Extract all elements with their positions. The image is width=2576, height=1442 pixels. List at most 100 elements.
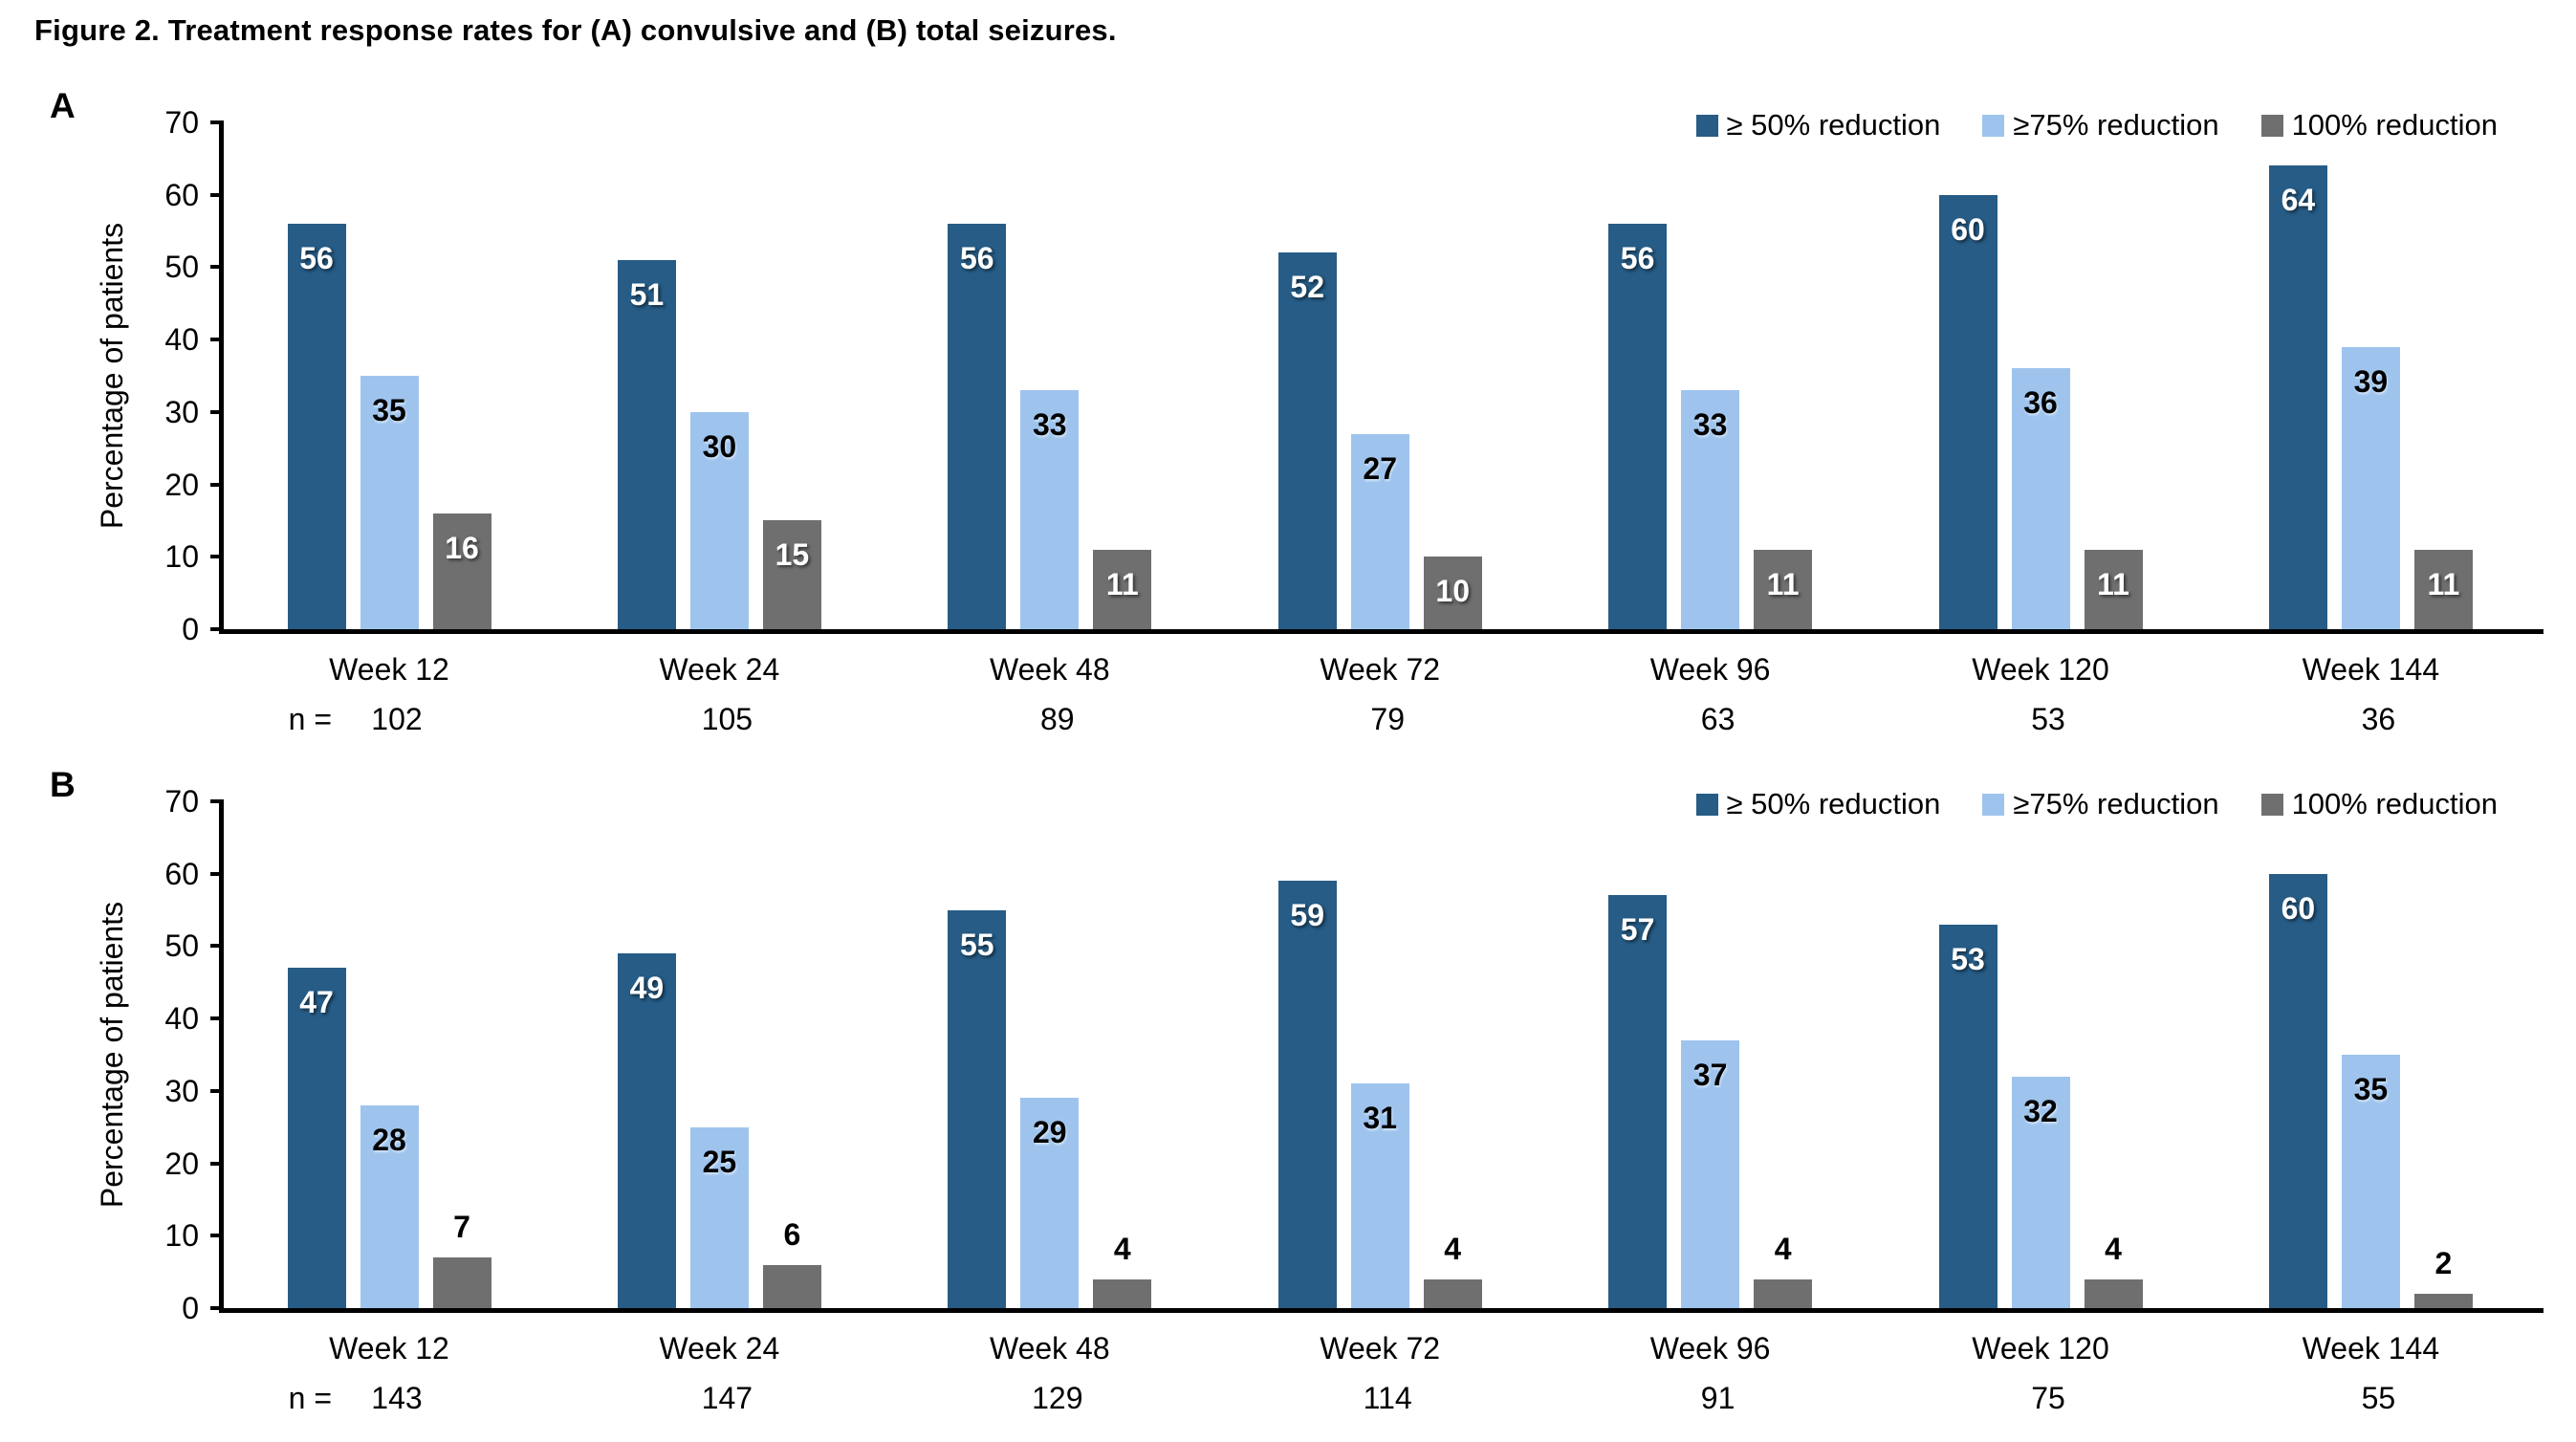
- bar-value-label: 49: [629, 971, 665, 1005]
- bar-value-label: 33: [1692, 407, 1728, 443]
- y-tick-mark: [210, 1161, 224, 1166]
- x-category-label: Week 24: [659, 1331, 780, 1366]
- bar-value-label: 33: [1033, 407, 1067, 443]
- legend: ≥ 50% reduction ≥75% reduction 100% reduct…: [1654, 105, 2498, 145]
- bar: [2341, 1055, 2400, 1308]
- legend: ≥ 50% reduction ≥75% reduction 100% reduct…: [1654, 784, 2498, 824]
- bar-value-label: 55: [960, 927, 994, 962]
- y-tick-mark: [210, 409, 224, 414]
- bar: [2413, 549, 2473, 629]
- y-tick-mark: [210, 482, 224, 487]
- legend-item: ≥ 50% reduction: [1695, 787, 1940, 821]
- bar: [1350, 1083, 1409, 1308]
- x-category-label: Week 48: [989, 652, 1110, 687]
- bar: [1754, 549, 1813, 629]
- bar-value-label: 35: [2353, 1072, 2389, 1106]
- bar: [287, 224, 346, 629]
- y-tick-label: 50: [164, 250, 199, 285]
- bar: [1681, 390, 1740, 629]
- y-tick-label: 10: [164, 1218, 199, 1254]
- x-category-label: Week 96: [1649, 652, 1771, 687]
- bar-value-label: 39: [2353, 363, 2389, 399]
- bar: [948, 909, 1007, 1308]
- legend-swatch-icon: [1982, 114, 2005, 137]
- bar-value-label: 25: [702, 1144, 737, 1179]
- n-value: 102: [371, 702, 423, 736]
- n-value: 147: [701, 1381, 753, 1415]
- y-tick-mark: [210, 944, 224, 949]
- y-tick-mark: [210, 338, 224, 342]
- x-category-label: Week 12: [329, 652, 449, 687]
- n-value: 105: [701, 702, 753, 736]
- y-tick-label: 50: [164, 929, 199, 964]
- bar: [360, 1105, 419, 1308]
- bar: [689, 1126, 749, 1308]
- bar: [762, 1264, 821, 1308]
- panel-a-label: A: [50, 86, 76, 125]
- figure-title: Figure 2. Treatment response rates for (…: [34, 13, 1117, 47]
- n-value: 114: [1363, 1381, 1412, 1415]
- y-tick-mark: [210, 265, 224, 270]
- bar-value-label: 57: [1620, 912, 1655, 948]
- n-value: 79: [1370, 702, 1405, 736]
- legend-label: ≥75% reduction: [2013, 108, 2219, 142]
- bar: [1277, 881, 1337, 1308]
- bar-value-label: 11: [2097, 566, 2129, 601]
- legend-label: 100% reduction: [2291, 108, 2498, 142]
- bar: [2011, 1076, 2070, 1308]
- bar: [287, 968, 346, 1308]
- bar-value-label: 6: [783, 1216, 801, 1252]
- n-value: 143: [371, 1381, 423, 1415]
- legend-swatch-icon: [1982, 793, 2005, 816]
- y-tick-mark: [210, 871, 224, 876]
- bar-value-label: 51: [629, 276, 665, 312]
- bar: [2268, 165, 2327, 629]
- y-tick-mark: [210, 192, 224, 197]
- bar: [1350, 433, 1409, 629]
- bar: [1754, 1278, 1813, 1308]
- bar: [2084, 1278, 2143, 1308]
- n-value: 89: [1040, 702, 1075, 736]
- bar-value-label: 30: [702, 428, 737, 464]
- x-category-label: Week 120: [1972, 1331, 2109, 1366]
- bar-value-label: 7: [453, 1210, 470, 1244]
- bar: [1093, 1278, 1152, 1308]
- bar-value-label: 31: [1363, 1101, 1397, 1136]
- bar-value-label: 4: [2105, 1231, 2122, 1266]
- bar: [948, 224, 1007, 629]
- bar: [2341, 346, 2400, 629]
- x-category-label: Week 24: [659, 652, 780, 687]
- y-axis-line: [219, 799, 224, 1308]
- bar-value-label: 4: [1444, 1231, 1462, 1266]
- bar-value-label: 32: [2023, 1093, 2058, 1128]
- x-category-label: Week 72: [1320, 652, 1441, 687]
- n-equals-label: n =: [288, 702, 332, 736]
- x-axis-line: [219, 629, 2543, 634]
- legend-swatch-icon: [1695, 114, 1718, 137]
- bar-value-label: 28: [372, 1123, 406, 1157]
- x-category-label: Week 144: [2302, 652, 2440, 687]
- y-tick-mark: [210, 555, 224, 559]
- y-tick-label: 20: [164, 1146, 199, 1181]
- y-tick-label: 10: [164, 539, 199, 575]
- legend-label: ≥ 50% reduction: [1726, 108, 1941, 142]
- bar-value-label: 15: [775, 537, 810, 573]
- y-tick-mark: [210, 627, 224, 631]
- n-value: 36: [2361, 702, 2396, 736]
- legend-item: ≥75% reduction: [1982, 787, 2219, 821]
- bar-value-label: 56: [299, 241, 334, 275]
- y-tick-label: 70: [164, 784, 199, 819]
- y-tick-label: 40: [164, 322, 199, 358]
- bar-value-label: 11: [2427, 566, 2460, 601]
- bar-value-label: 56: [960, 241, 994, 275]
- x-category-label: Week 72: [1320, 1331, 1441, 1366]
- bar-value-label: 64: [2281, 183, 2316, 218]
- bar-value-label: 60: [2281, 890, 2316, 926]
- bar-value-label: 56: [1620, 241, 1655, 275]
- bar-value-label: 4: [1774, 1231, 1792, 1266]
- x-category-label: Week 120: [1972, 652, 2109, 687]
- bar-value-label: 29: [1033, 1115, 1067, 1150]
- bar-value-label: 27: [1363, 450, 1397, 486]
- bar: [617, 953, 676, 1308]
